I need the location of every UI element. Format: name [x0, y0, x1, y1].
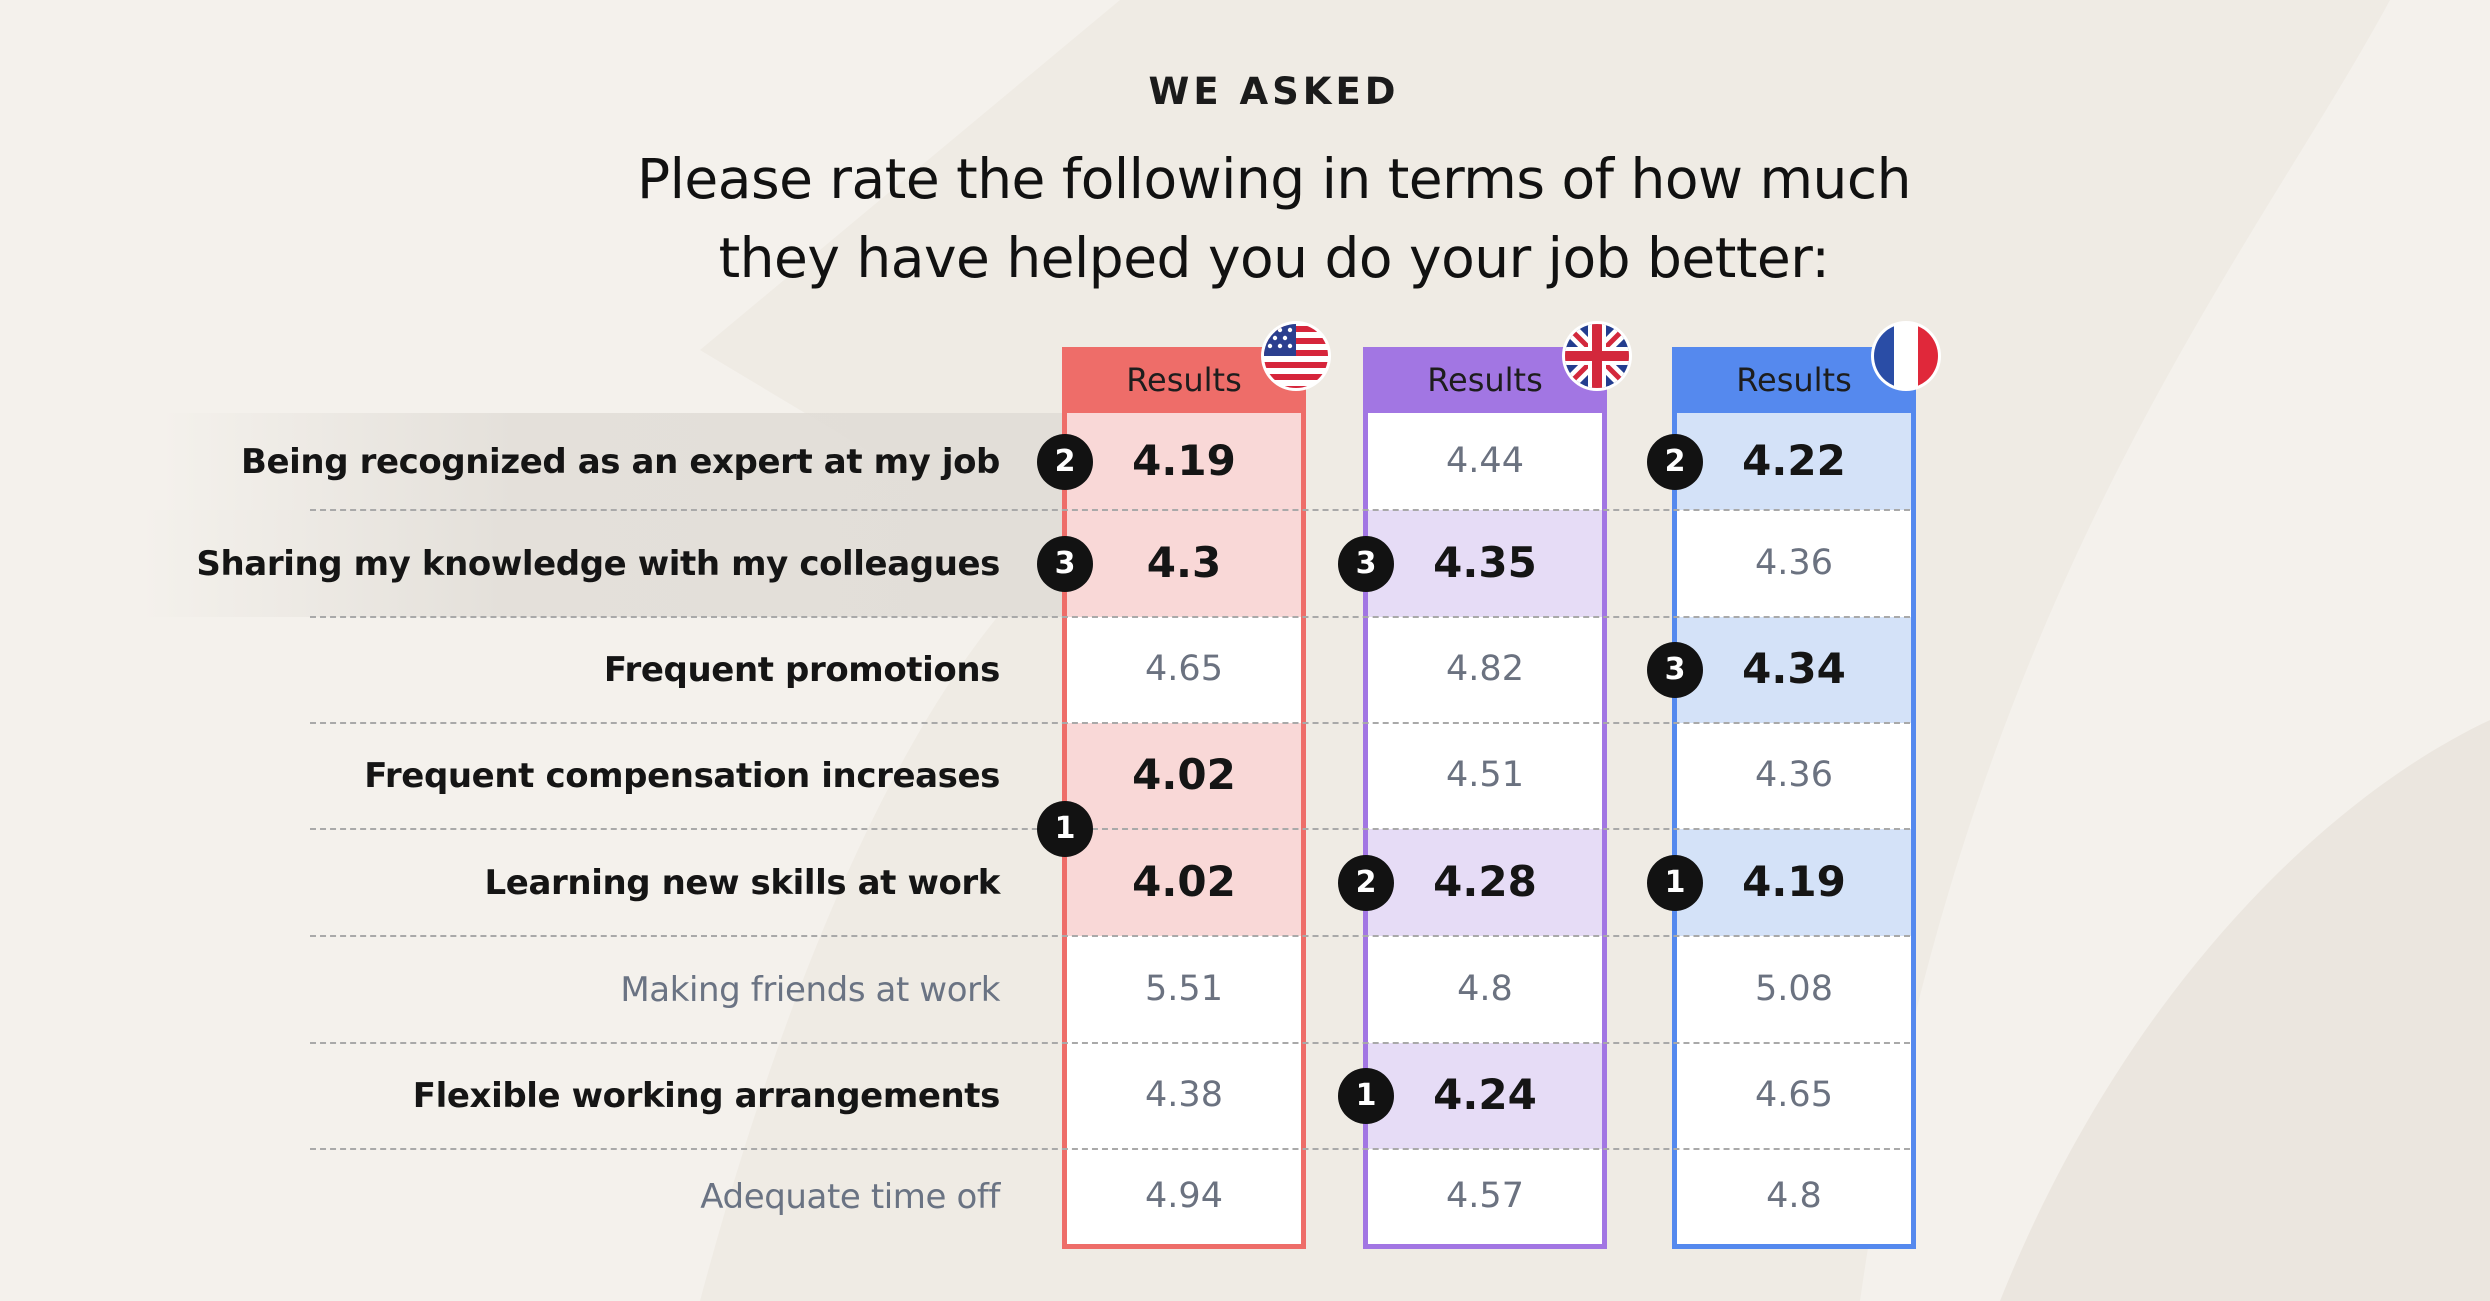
- data-value: 4.44: [1446, 440, 1524, 481]
- row-separator: [310, 509, 1910, 511]
- highlight-cell: [1067, 829, 1301, 936]
- fr-flag-icon: [1870, 320, 1942, 392]
- rank-badge: 3: [1338, 535, 1394, 592]
- rank-badge: 2: [1037, 433, 1093, 490]
- data-value: 4.02: [1132, 750, 1236, 799]
- row-separator: [310, 722, 1910, 724]
- data-value: 4.19: [1742, 856, 1846, 906]
- data-value: 4.36: [1755, 755, 1833, 795]
- rank-badge: 3: [1647, 642, 1703, 698]
- data-value: 4.36: [1755, 542, 1833, 583]
- eyebrow-label: WE ASKED: [1148, 70, 1400, 113]
- data-value: 4.35: [1433, 537, 1537, 587]
- highlight-cell: [1677, 617, 1911, 723]
- column-header: Results: [1062, 347, 1306, 413]
- page-title-line-1: Please rate the following in terms of ho…: [636, 147, 1912, 211]
- rank-badge: 3: [1037, 535, 1093, 592]
- row-separator: [310, 935, 1910, 937]
- row-label: Sharing my knowledge with my colleagues: [196, 543, 1000, 584]
- highlight-cell: [1067, 723, 1301, 829]
- data-value: 4.65: [1145, 649, 1223, 689]
- data-value: 4.51: [1446, 755, 1524, 795]
- row-label: Adequate time off: [700, 1176, 1000, 1217]
- data-value: 4.82: [1446, 649, 1524, 689]
- highlight-cell: [1067, 510, 1301, 617]
- row-label: Making friends at work: [620, 969, 1000, 1010]
- data-value: 4.22: [1742, 435, 1846, 485]
- page-title-line-2: they have helped you do your job better:: [718, 226, 1830, 290]
- row-label: Flexible working arrangements: [412, 1076, 1001, 1116]
- row-separator: [310, 828, 1910, 830]
- data-value: 4.65: [1755, 1075, 1833, 1115]
- data-value: 5.08: [1755, 968, 1833, 1009]
- highlight-cell: [1677, 413, 1911, 510]
- row-label: Frequent promotions: [603, 650, 1001, 690]
- data-value: 4.34: [1742, 644, 1846, 693]
- highlight-cell: [1368, 1043, 1602, 1149]
- highlight-cell: [1067, 413, 1301, 510]
- data-value: 4.24: [1433, 1070, 1537, 1119]
- data-value: 4.8: [1766, 1175, 1822, 1216]
- rank-badge: 2: [1338, 854, 1394, 911]
- uk-flag-icon: [1561, 320, 1633, 392]
- rank-badge: 1: [1338, 1068, 1394, 1124]
- page-title: Please rate the following in terms of ho…: [0, 140, 2490, 298]
- data-value: 4.57: [1446, 1175, 1524, 1216]
- highlight-cell: [1677, 829, 1911, 936]
- data-value: 4.8: [1457, 968, 1513, 1009]
- rank-badge: 1: [1647, 854, 1703, 911]
- row-separator: [310, 1042, 1910, 1044]
- row-separator: [310, 616, 1910, 618]
- us-flag-icon: [1260, 320, 1332, 392]
- data-value: 4.02: [1132, 856, 1236, 906]
- rank-badge: 2: [1647, 433, 1703, 490]
- data-value: 4.3: [1146, 537, 1222, 587]
- data-value: 4.94: [1145, 1175, 1223, 1216]
- highlight-cell: [1368, 829, 1602, 936]
- row-separator: [310, 1148, 1910, 1150]
- row-label: Frequent compensation increases: [364, 756, 1000, 796]
- rank-badge: 1: [1037, 801, 1093, 857]
- row-label: Learning new skills at work: [484, 862, 1001, 903]
- highlight-cell: [1368, 510, 1602, 617]
- row-label: Being recognized as an expert at my job: [240, 441, 1000, 482]
- row-highlight-band: [140, 510, 1062, 617]
- data-value: 5.51: [1145, 968, 1223, 1009]
- data-value: 4.19: [1132, 435, 1236, 485]
- data-value: 4.28: [1433, 856, 1537, 906]
- row-highlight-band: [160, 413, 1062, 510]
- data-value: 4.38: [1145, 1075, 1223, 1115]
